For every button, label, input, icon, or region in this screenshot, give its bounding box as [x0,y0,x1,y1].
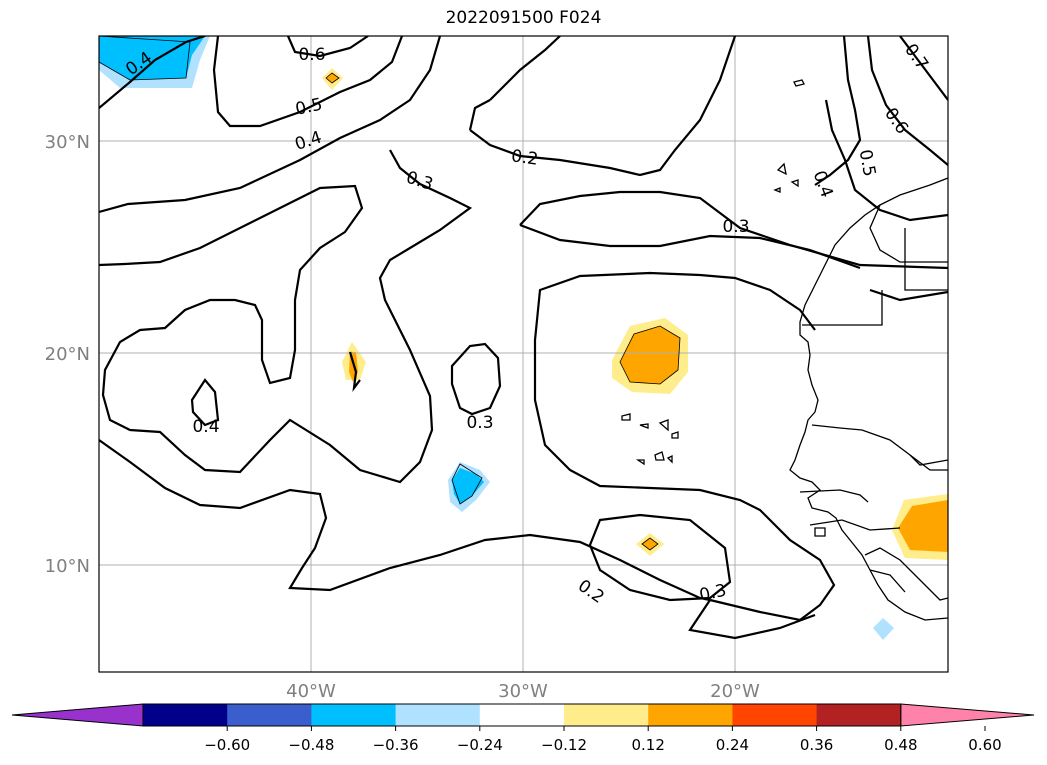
colorbar-segment [227,704,312,726]
colorbar-segment [564,704,649,726]
colorbar-segment [479,704,565,726]
colorbar-segment [311,704,397,726]
colorbar-tick-label: 0.12 [631,736,664,754]
gridlines [99,36,948,672]
contour-label: 0.2 [510,146,540,170]
colorbar-tick-label: −0.60 [204,736,250,754]
colorbar-tick-label: −0.48 [288,736,334,754]
lat-label-20n: 20°N [45,344,90,365]
contour-lines [99,36,948,640]
lon-label-20w: 20°W [710,681,760,702]
contour-label: 0.6 [298,45,325,65]
colorbar-segment [143,704,228,726]
map-title: 2022091500 F024 [445,8,602,28]
colorbar-tick-label: 0.48 [884,736,917,754]
colorbar-segment [732,704,818,726]
contour-label: 0.4 [192,417,219,437]
islands [621,79,826,537]
lat-label-30n: 30°N [45,132,90,153]
colorbar-tick-label: −0.36 [373,736,419,754]
colorbar-frame [142,703,902,727]
colorbar-extend-low [11,703,144,727]
colorbar-tick-label: 0.60 [968,736,1001,754]
contour-label: 0.3 [722,217,749,237]
colorbar-tick-label: −0.12 [541,736,587,754]
colorbar-tick-label: −0.24 [457,736,503,754]
colorbar-segment [395,704,481,726]
colorbar-tick-label: 0.36 [800,736,833,754]
colorbar-segment [816,704,902,726]
map-frame [98,35,949,673]
lat-label-10n: 10°N [45,556,90,577]
coastlines [789,177,948,621]
shading-outlines [99,36,681,551]
lon-label-40w: 40°W [286,681,336,702]
colorbar-tick-label: 0.24 [716,736,749,754]
lon-label-30w: 30°W [498,681,548,702]
colorbar-extend-high [900,703,1035,727]
contour-label: 0.5 [855,148,879,178]
contour-label: 0.3 [466,413,493,433]
colorbar-segment [648,704,733,726]
colorbar: −0.60 −0.48 −0.36 −0.24 −0.12 0.12 0.24 0.36 0.4… [11,703,1035,754]
